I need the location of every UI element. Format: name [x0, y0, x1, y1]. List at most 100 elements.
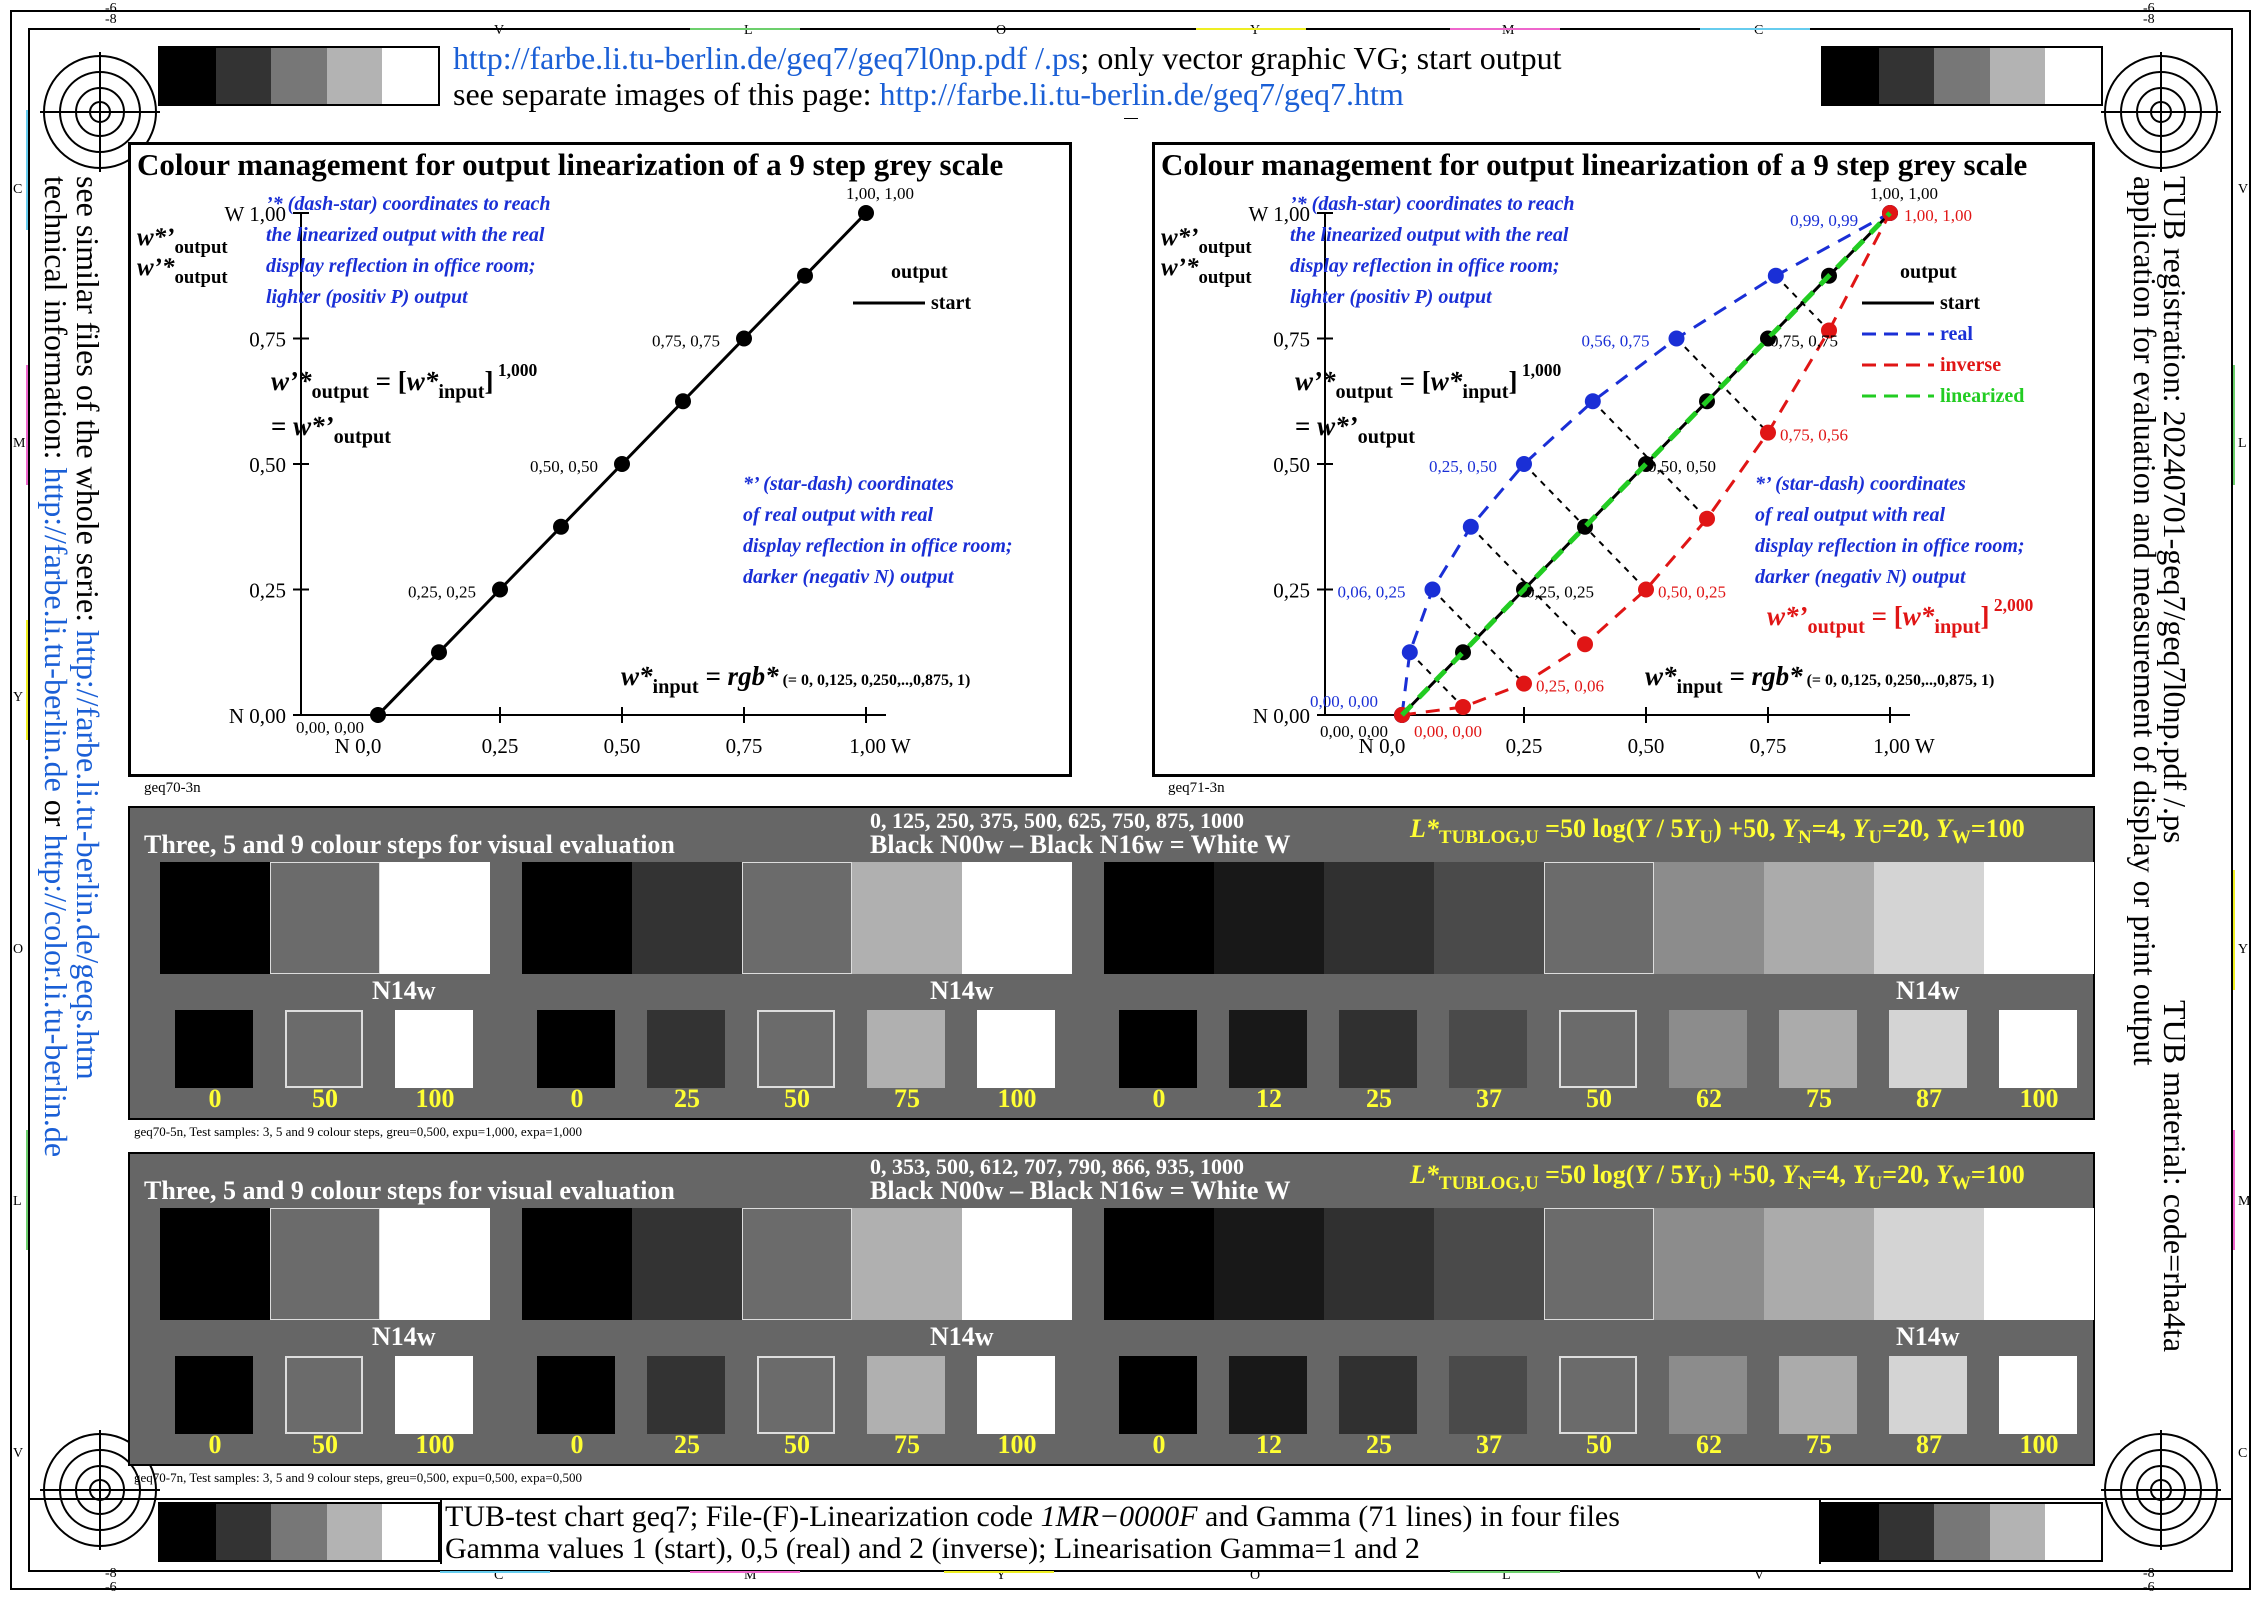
small-swatch — [395, 1010, 473, 1088]
header-pdf-link[interactable]: http://farbe.li.tu-berlin.de/geq7/geq7l0… — [453, 40, 1081, 76]
dash-star-note-line: ’* (dash-star) coordinates to reach — [266, 193, 550, 215]
formula-1-d: ] — [484, 366, 493, 396]
panel-formula-part: Y — [1634, 1160, 1651, 1189]
y-tick-label: 0,50 — [249, 453, 286, 477]
star-dash-note-line: *’ (star-dash) coordinates — [743, 473, 954, 495]
formula-1-b: = [ — [1393, 366, 1431, 396]
formula-1: w’*output = [w*input] 1,000 — [1295, 360, 1562, 403]
formula-2-a: = — [271, 411, 293, 441]
data-point-real — [1584, 393, 1601, 410]
left-geqs-link[interactable]: http://farbe.li.tu-berlin.de/geqs.htm — [70, 630, 106, 1080]
x-tick-label: 0,75 — [726, 734, 763, 758]
formula-1-d: ] — [1508, 366, 1517, 396]
y-axis-label-2-part: w’* — [137, 254, 175, 281]
swatch-value-label: 0 — [570, 1084, 584, 1113]
panel-formula-part: TUBLOG,U — [1438, 1173, 1539, 1195]
legend-label-real: real — [1940, 323, 1973, 345]
small-swatch — [537, 1010, 615, 1088]
star-dash-note-line: darker (negativ N) output — [743, 566, 955, 588]
y-tick-label: N 0,00 — [229, 704, 286, 728]
small-swatch — [1339, 1010, 1417, 1088]
panel-2-caption: geq70-7n, Test samples: 3, 5 and 9 colou… — [134, 1470, 582, 1485]
left-colorbar-green — [26, 1130, 28, 1250]
large-swatch — [1544, 1208, 1654, 1320]
large-swatch — [962, 1208, 1072, 1320]
small-swatch — [1889, 1356, 1967, 1434]
point-label: 0,50, 0,50 — [530, 457, 598, 476]
star-dash-note-line: *’ (star-dash) coordinates — [1755, 473, 1966, 495]
panel-formula-part: L* — [1410, 814, 1439, 843]
swatch-value-label: 100 — [415, 1084, 455, 1113]
left-letter-l: L — [13, 1194, 22, 1209]
swatch-value-label: 0 — [1152, 1084, 1166, 1113]
data-point-start — [431, 644, 447, 661]
data-point-inverse — [1577, 636, 1593, 653]
data-point-real — [1668, 330, 1685, 347]
corner-bottom-right-mark: -8 — [2143, 1566, 2155, 1581]
swatch-value-label: 25 — [674, 1084, 700, 1113]
small-swatch — [647, 1356, 725, 1434]
left-colorbar-cyan — [26, 110, 28, 230]
formula-1-sub2: input — [1462, 381, 1508, 403]
left-side-text-1: see similar files of the whole serie: ht… — [70, 176, 106, 1080]
formula-1: w’*output = [w*input] 1,000 — [271, 360, 538, 403]
large-swatch — [742, 862, 852, 974]
large-swatch — [1764, 1208, 1874, 1320]
panel-1-caption: geq70-5n, Test samples: 3, 5 and 9 colou… — [134, 1124, 582, 1139]
data-point-real — [1767, 267, 1784, 284]
formula-1-exp: 1,000 — [1517, 360, 1561, 380]
small-swatch — [867, 1356, 945, 1434]
top-colorbar-yellow — [1196, 28, 1306, 30]
x-tick-label: 0,25 — [482, 734, 519, 758]
header-line-2: see separate images of this page: http:/… — [453, 76, 1404, 112]
formula-3-d: ] — [1980, 601, 1989, 631]
input-label-c: (= 0, 0,125, 0,250,..,0,875, 1) — [779, 672, 971, 689]
large-swatch — [742, 1208, 852, 1320]
series-line-real — [1400, 211, 1891, 716]
data-point-inverse — [1821, 322, 1837, 339]
header-htm-link[interactable]: http://farbe.li.tu-berlin.de/geq7/geq7.h… — [879, 76, 1404, 112]
data-point-start — [614, 456, 630, 472]
panel-codes: 0, 353, 500, 612, 707, 790, 866, 935, 10… — [870, 1156, 1310, 1204]
large-swatch — [1104, 1208, 1214, 1320]
formula-3-sub2: input — [1934, 616, 1980, 638]
small-swatch — [285, 1010, 363, 1088]
data-point-real — [1401, 644, 1418, 661]
left-farbe-link[interactable]: http://farbe.li.tu-berlin.de — [38, 467, 74, 792]
header-line-2-text: see separate images of this page: — [453, 76, 880, 112]
point-label: 0,75, 0,75 — [652, 332, 720, 351]
panel-formula-part: Y — [1936, 1160, 1952, 1189]
panel-formula-part: TUBLOG,U — [1438, 827, 1539, 849]
y-axis-label-1-part: w*’ — [1161, 224, 1199, 251]
corner-top-right-mark: -6 — [2143, 1, 2155, 16]
x-tick-label: 1,00 W — [849, 734, 911, 758]
n14w-label: N14w — [372, 976, 436, 1005]
point-label-red: 0,50, 0,25 — [1658, 583, 1726, 602]
series-line-inverse — [1401, 212, 1892, 717]
formula-2-b: w*’ — [1317, 411, 1358, 441]
formula-1-a: w’* — [1295, 366, 1336, 396]
large-swatch — [380, 1208, 490, 1320]
panel-formula-part: =20, — [1882, 1160, 1937, 1189]
swatch-value-label: 25 — [1366, 1084, 1392, 1113]
left-colorbar-pink — [26, 365, 28, 485]
grey-wedge-top-left — [158, 46, 440, 106]
right-letter-v: V — [2238, 182, 2249, 197]
footer-code: 1MR−0000F — [1040, 1500, 1198, 1533]
swatch-value-label: 100 — [997, 1430, 1037, 1459]
formula-1-a: w’* — [271, 366, 312, 396]
data-point-real — [1424, 581, 1441, 598]
left-color-link[interactable]: http://color.li.tu-berlin.de — [38, 834, 74, 1158]
series-line-linearized — [1400, 211, 1892, 717]
large-swatch — [1324, 862, 1434, 974]
panel-formula: L*TUBLOG,U =50 log(Y / 5YU) +50, YN=4, Y… — [1410, 1160, 2025, 1195]
connector-line — [1470, 526, 1586, 645]
header-line-1-text: ; only vector graphic VG; start output — [1080, 40, 1562, 76]
panel-codes-line-1: 0, 125, 250, 375, 500, 625, 750, 875, 10… — [870, 808, 1244, 833]
bottom-colorbar-pink — [690, 1571, 800, 1573]
small-swatch — [1229, 1010, 1307, 1088]
x-tick-label: 0,50 — [1628, 734, 1665, 758]
grey-wedge-bottom-right — [1821, 1502, 2103, 1562]
bottom-letter-l: L — [1502, 1568, 1511, 1583]
data-point-inverse — [1699, 510, 1715, 527]
